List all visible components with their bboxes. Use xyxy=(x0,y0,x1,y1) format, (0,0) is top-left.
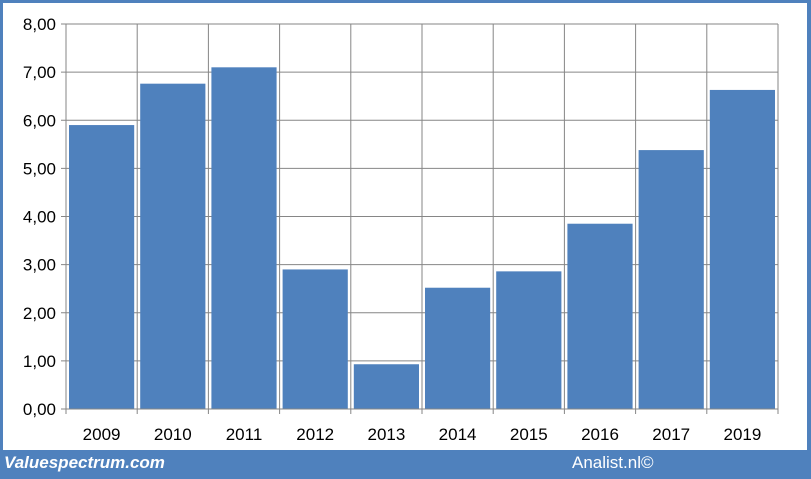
footer-brand-right: Analist.nl© xyxy=(572,453,654,472)
footer-brand-left: Valuespectrum.com xyxy=(4,453,165,472)
x-tick-label: 2012 xyxy=(296,425,334,444)
y-tick-label: 4,00 xyxy=(23,208,56,227)
bar-2017 xyxy=(638,150,704,409)
y-tick-label: 1,00 xyxy=(23,352,56,371)
x-tick-label: 2011 xyxy=(226,425,263,444)
x-tick-label: 2019 xyxy=(723,425,761,444)
bar-2014 xyxy=(425,287,491,409)
x-tick-label: 2015 xyxy=(510,425,548,444)
bar-2009 xyxy=(69,125,135,409)
bar-2011 xyxy=(211,67,277,409)
bar-2012 xyxy=(282,269,348,409)
y-tick-label: 7,00 xyxy=(23,63,56,82)
x-tick-label: 2017 xyxy=(652,425,690,444)
x-tick-label: 2014 xyxy=(439,425,477,444)
bar-2019 xyxy=(709,89,775,410)
x-tick-label: 2016 xyxy=(581,425,619,444)
bar-2013 xyxy=(353,364,419,409)
y-tick-label: 0,00 xyxy=(23,400,56,419)
x-tick-label: 2009 xyxy=(83,425,121,444)
bar-2016 xyxy=(567,223,633,409)
chart-panel: 0,00 1,00 2,00 3,00 4,00 5,00 6,00 7,00 8,00 2009… xyxy=(3,3,807,450)
y-tick-label: 5,00 xyxy=(23,159,56,178)
y-tick-label: 2,00 xyxy=(23,304,56,323)
y-tick-label: 6,00 xyxy=(23,111,56,130)
x-tick-label: 2013 xyxy=(367,425,405,444)
bar-2015 xyxy=(496,271,562,409)
bar-2010 xyxy=(140,83,206,410)
y-tick-label: 3,00 xyxy=(23,256,56,275)
x-tick-label: 2010 xyxy=(154,425,192,444)
y-tick-label: 8,00 xyxy=(23,15,56,34)
bar-chart: 0,00 1,00 2,00 3,00 4,00 5,00 6,00 7,00 8,00 2009… xyxy=(23,15,779,444)
